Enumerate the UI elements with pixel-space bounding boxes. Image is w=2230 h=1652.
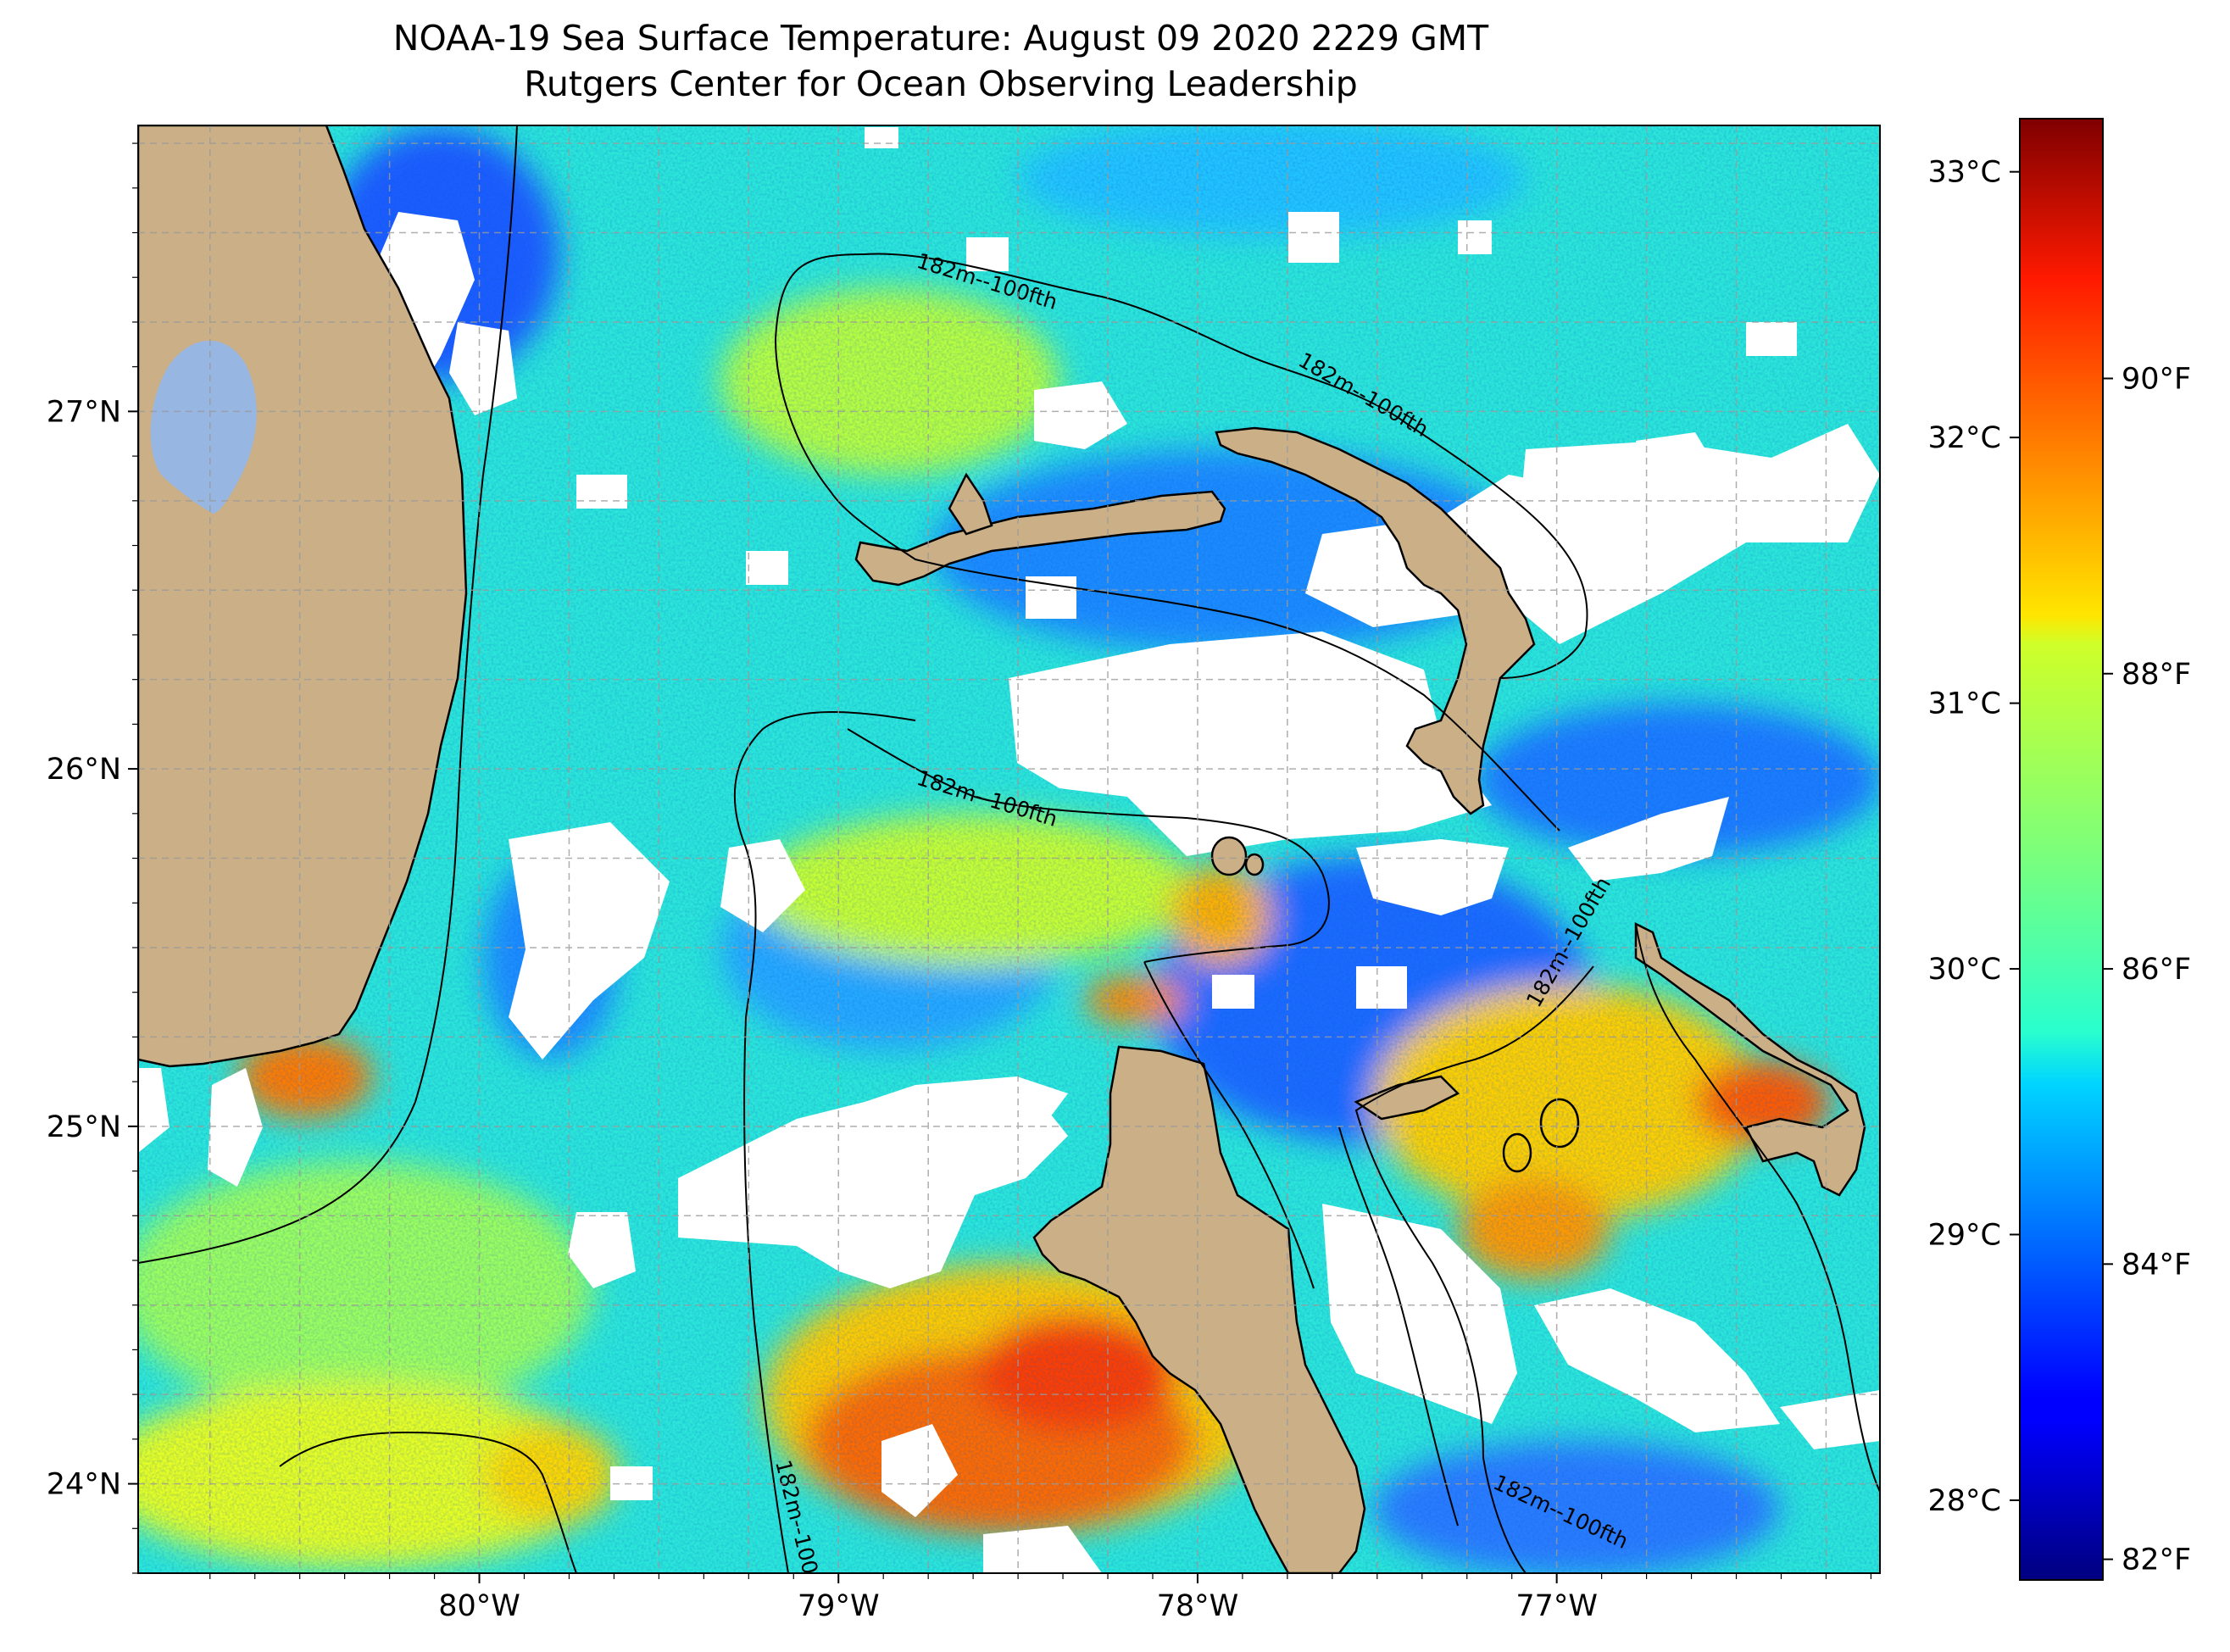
lake-okeechobee: [150, 340, 257, 514]
eleuthera-island: [1634, 921, 1866, 1197]
lat-tick-label: 25°N: [47, 1110, 121, 1144]
lon-tick-label: 79°W: [798, 1589, 880, 1623]
colorbar-fahrenheit-axis: 82°F 84°F 86°F 88°F 90°F: [2103, 362, 2191, 1577]
andros-island: [1032, 1045, 1366, 1573]
abaco-island: [1215, 426, 1536, 815]
fahrenheit-tick-label: 86°F: [2122, 953, 2191, 987]
fahrenheit-tick-label: 88°F: [2122, 658, 2191, 692]
colorbar-celsius-axis: 28°C 29°C 30°C 31°C 32°C 33°C: [1928, 156, 2020, 1518]
lon-tick-label: 77°W: [1515, 1589, 1598, 1623]
lon-tick-label: 78°W: [1157, 1589, 1239, 1623]
celsius-tick-label: 32°C: [1928, 421, 2001, 455]
map-title: NOAA-19 Sea Surface Temperature: August …: [392, 18, 1489, 58]
map-plot-area: 182m--100fth 182m--100fth 182m--100fth 1…: [138, 125, 1880, 1573]
celsius-tick-label: 28°C: [1928, 1484, 2001, 1518]
map-subtitle: Rutgers Center for Ocean Observing Leade…: [524, 64, 1358, 104]
celsius-tick-label: 31°C: [1928, 687, 2001, 721]
berry-islands: [1354, 1075, 1460, 1121]
celsius-tick-label: 29°C: [1928, 1219, 2001, 1253]
fahrenheit-tick-label: 90°F: [2122, 362, 2191, 396]
celsius-tick-label: 33°C: [1928, 156, 2001, 190]
map-gridlines: [138, 125, 1880, 1573]
longitude-axis: 80°W 79°W 78°W 77°W: [209, 1573, 1872, 1623]
bathymetry-contours: [138, 125, 1880, 1573]
lat-tick-label: 24°N: [47, 1468, 121, 1502]
lat-tick-label: 27°N: [47, 395, 121, 429]
map-frame: [137, 125, 1881, 1574]
cloud-masks: [138, 127, 1880, 1573]
lon-tick-label: 80°W: [438, 1589, 520, 1623]
fahrenheit-tick-label: 84°F: [2122, 1248, 2191, 1282]
celsius-tick-label: 30°C: [1928, 953, 2001, 987]
colorbar: [2019, 118, 2104, 1581]
grand-bahama-island: [854, 490, 1226, 587]
fahrenheit-tick-label: 82°F: [2122, 1544, 2191, 1577]
lat-tick-label: 26°N: [47, 753, 121, 787]
latitude-axis: 24°N 25°N 26°N 27°N: [47, 142, 138, 1574]
